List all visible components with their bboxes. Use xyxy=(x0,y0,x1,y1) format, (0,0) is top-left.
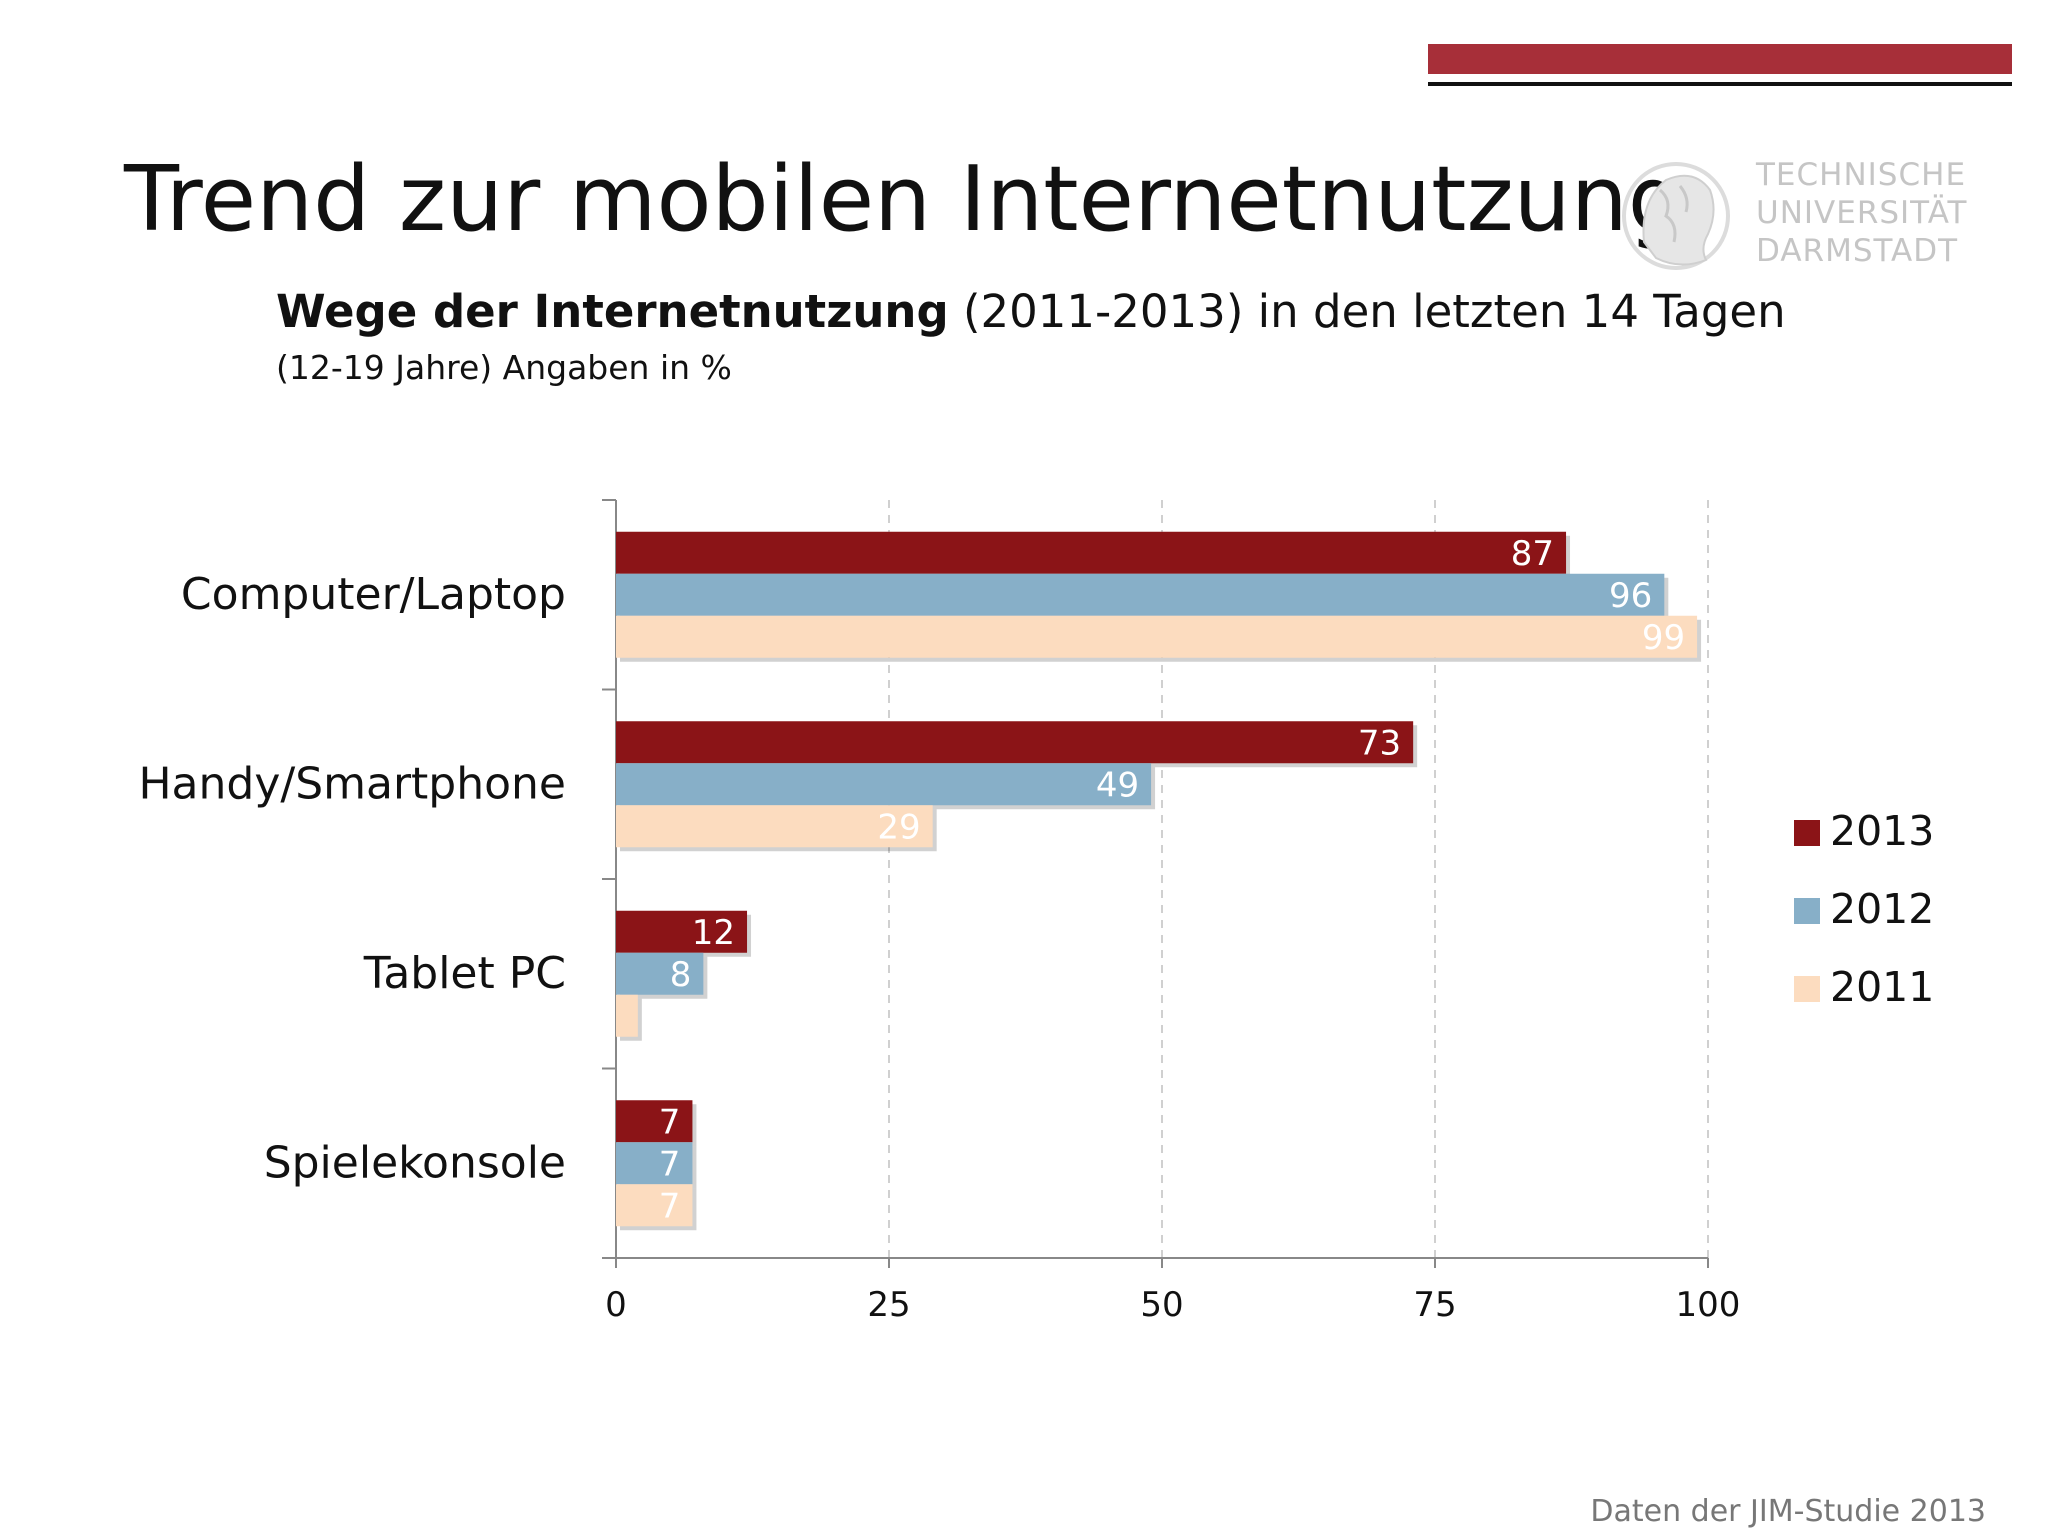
chart-subtitle-rest: (2011-2013) in den letzten 14 Tagen xyxy=(948,285,1786,338)
legend-swatch xyxy=(1794,820,1820,846)
university-name-line-3: DARMSTADT xyxy=(1756,233,1959,269)
university-logo: TECHNISCHE UNIVERSITÄT DARMSTADT xyxy=(1620,150,1990,290)
data-label: 99 xyxy=(1642,618,1685,658)
bar xyxy=(616,1142,693,1185)
legend-label: 2013 xyxy=(1830,807,1935,855)
bar xyxy=(616,531,1567,574)
category-label: Handy/Smartphone xyxy=(138,758,566,809)
header-accent-bar xyxy=(1428,44,2012,74)
bar xyxy=(616,805,933,848)
legend-swatch xyxy=(1794,976,1820,1002)
bar xyxy=(616,1184,693,1227)
x-tick-label: 25 xyxy=(867,1285,910,1325)
source-note: Daten der JIM-Studie 2013 xyxy=(1590,1494,1986,1529)
seal-icon xyxy=(1622,162,1730,270)
bar-chart: 0 25 50 75 100Computer/Laptop879699Handy/Sma… xyxy=(138,499,1741,1325)
data-label: 73 xyxy=(1358,723,1401,763)
x-tick-label: 75 xyxy=(1413,1285,1456,1325)
bar xyxy=(616,994,638,1037)
slide-title: Trend zur mobilen Internetnutzung xyxy=(124,147,1685,252)
data-label: 7 xyxy=(659,1144,681,1184)
data-label: 7 xyxy=(659,1186,681,1226)
bar xyxy=(616,952,704,995)
bar xyxy=(616,573,1665,616)
category-label: Spielekonsole xyxy=(264,1137,566,1188)
category-label: Tablet PC xyxy=(363,948,566,999)
bar xyxy=(616,721,1414,764)
bar xyxy=(616,1100,693,1143)
x-tick-label: 100 xyxy=(1676,1285,1741,1325)
data-label: 87 xyxy=(1511,534,1554,574)
university-name-line-2: UNIVERSITÄT xyxy=(1756,195,1968,231)
bar xyxy=(616,910,748,953)
data-label: 96 xyxy=(1609,576,1652,616)
data-label: 7 xyxy=(659,1102,681,1142)
x-tick-label: 50 xyxy=(1140,1285,1183,1325)
chart-subtitle: Wege der Internetnutzung (2011-2013) in … xyxy=(276,284,1786,340)
x-tick-label: 0 xyxy=(605,1285,627,1325)
chart-subtitle-note: (12-19 Jahre) Angaben in % xyxy=(276,348,732,387)
university-name-line-1: TECHNISCHE xyxy=(1756,157,1967,193)
data-label: 8 xyxy=(670,955,692,995)
chart-subtitle-bold: Wege der Internetnutzung xyxy=(276,285,949,338)
category-label: Computer/Laptop xyxy=(181,569,566,620)
legend-label: 2011 xyxy=(1830,963,1935,1011)
data-label: 49 xyxy=(1096,765,1139,805)
university-name: TECHNISCHE UNIVERSITÄT DARMSTADT xyxy=(1756,156,1967,270)
data-label: 29 xyxy=(877,807,920,847)
data-label: 12 xyxy=(692,913,735,953)
bar xyxy=(616,615,1698,658)
legend-swatch xyxy=(1794,898,1820,924)
bar xyxy=(616,763,1152,806)
header-rule xyxy=(1428,82,2012,86)
legend-label: 2012 xyxy=(1830,885,1935,933)
